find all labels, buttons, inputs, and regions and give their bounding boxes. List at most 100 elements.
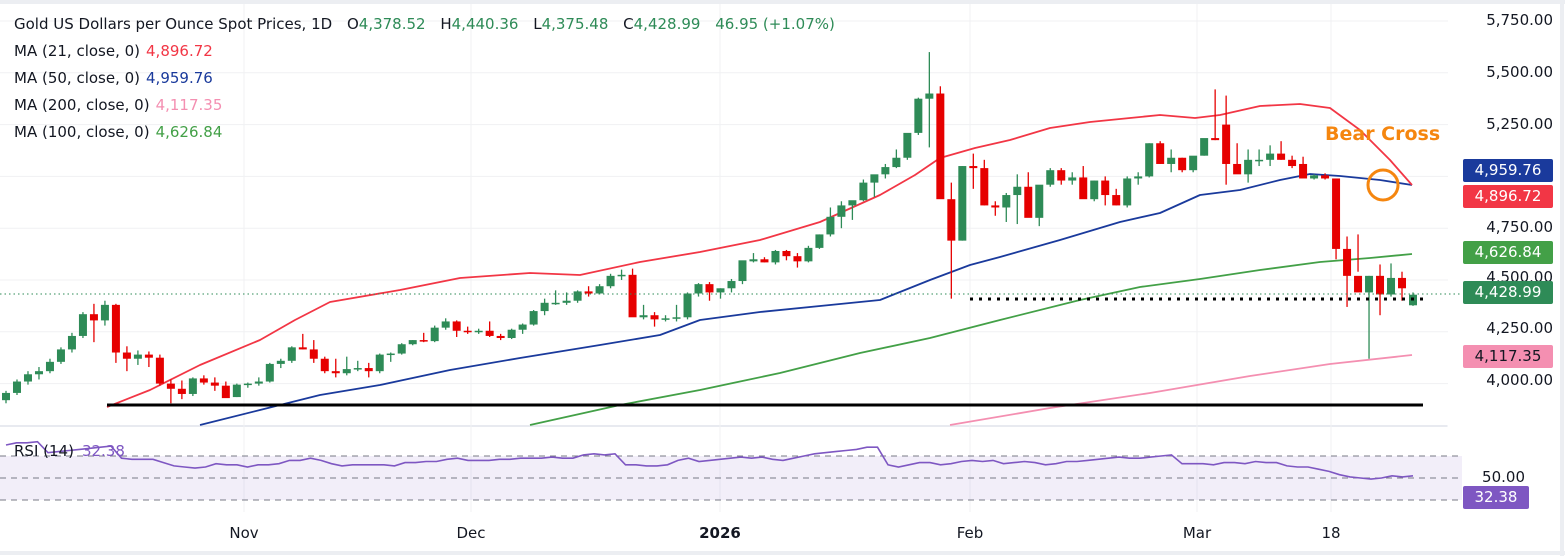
candle-down	[991, 205, 1000, 208]
candle-up	[507, 329, 516, 339]
candle-down	[1222, 124, 1231, 164]
candle-up	[562, 300, 571, 303]
candle-down	[320, 358, 329, 372]
candle-up	[397, 344, 406, 354]
legend-ma50[interactable]: MA (50, close, 0) 4,959.76	[14, 68, 213, 88]
price-tick-4000: 4,000.00	[1486, 371, 1553, 389]
candle-up	[870, 174, 879, 183]
last-price-tag: 4,428.99	[1463, 281, 1553, 304]
legend-ma21[interactable]: MA (21, close, 0) 4,896.72	[14, 41, 213, 61]
candle-up	[903, 132, 912, 158]
candle-down	[210, 382, 219, 386]
candle-up	[342, 369, 351, 374]
candle-down	[221, 385, 230, 399]
price-tick-5500: 5,500.00	[1486, 63, 1553, 81]
rsi-legend[interactable]: RSI (14) 32.38	[14, 442, 125, 460]
candle-up	[265, 363, 274, 382]
time-label-nov: Nov	[229, 524, 259, 542]
candle-down	[705, 284, 714, 293]
candle-up	[837, 205, 846, 217]
candle-down	[1057, 170, 1066, 181]
candle-up	[1123, 178, 1132, 206]
candle-up	[287, 347, 296, 361]
ma200-value: 4,117.35	[155, 96, 223, 114]
candle-down	[969, 166, 978, 169]
candle-up	[1002, 195, 1011, 208]
ma100-line	[529, 253, 1413, 426]
candle-up	[540, 302, 549, 312]
legend-ma100[interactable]: MA (100, close, 0) 4,626.84	[14, 122, 222, 142]
candle-up	[100, 304, 109, 321]
candle-down	[1343, 248, 1352, 276]
candle-down	[584, 291, 593, 294]
time-label-2026: 2026	[699, 524, 741, 542]
candle-up	[23, 374, 32, 382]
ma100-value: 4,626.84	[155, 123, 223, 141]
candle-up	[551, 302, 560, 305]
candle-down	[1024, 186, 1033, 218]
ma50-label: MA (50, close, 0)	[14, 69, 141, 87]
candle-up	[78, 314, 87, 336]
time-label-feb: Feb	[956, 524, 984, 542]
candle-down	[463, 330, 472, 333]
candle-up	[441, 321, 450, 328]
moving-average-lines	[106, 103, 1413, 426]
ma50-price-tag: 4,959.76	[1463, 159, 1553, 182]
rsi-band	[0, 440, 1462, 501]
candle-up	[529, 311, 538, 325]
candle-down	[1288, 159, 1297, 167]
candle-down	[419, 340, 428, 342]
chart-title-row: Gold US Dollars per Ounce Spot Prices, 1…	[14, 14, 835, 34]
candle-up	[859, 182, 868, 201]
candle-up	[738, 260, 747, 282]
bear-cross-annotation: Bear Cross	[1325, 123, 1441, 145]
candle-down	[782, 250, 791, 257]
legend-ma200[interactable]: MA (200, close, 0) 4,117.35	[14, 95, 222, 115]
candle-down	[89, 314, 98, 321]
time-label-18: 18	[1321, 524, 1341, 542]
candle-down	[1112, 195, 1121, 206]
candle-down	[298, 347, 307, 350]
ma21-value: 4,896.72	[146, 42, 213, 60]
candle-up	[1200, 138, 1209, 156]
candle-up	[716, 288, 725, 293]
open-label: O	[346, 15, 359, 33]
candle-up	[1310, 175, 1319, 179]
candle-up	[353, 368, 362, 370]
high-label: H	[440, 15, 452, 33]
candle-down	[144, 354, 153, 358]
ma21-price-tag: 4,896.72	[1463, 185, 1553, 208]
low-label: L	[533, 15, 542, 33]
time-label-dec: Dec	[456, 524, 486, 542]
candle-up	[386, 353, 395, 356]
price-tick-5250: 5,250.00	[1486, 115, 1553, 133]
candle-up	[881, 167, 890, 175]
candle-down	[650, 315, 659, 320]
candle-up	[661, 318, 670, 320]
candle-up	[914, 98, 923, 133]
time-axis-bg	[0, 512, 1565, 556]
candle-up	[1145, 143, 1154, 177]
candle-down	[936, 93, 945, 200]
candle-down	[1233, 163, 1242, 175]
rsi-tick-50: 50.00	[1482, 468, 1525, 486]
candle-up	[430, 327, 439, 342]
candle-up	[672, 317, 681, 319]
candle-down	[947, 199, 956, 241]
candle-up	[771, 250, 780, 263]
candle-down	[309, 349, 318, 359]
rsi-value-tag: 32.38	[1463, 486, 1529, 509]
candle-down	[1354, 275, 1363, 293]
candle-down	[452, 321, 461, 331]
candle-up	[892, 157, 901, 168]
candle-up	[1387, 277, 1396, 295]
ma200-line	[949, 354, 1413, 426]
candle-down	[1178, 157, 1187, 171]
candle-up	[408, 340, 417, 345]
candle-down	[1156, 143, 1165, 164]
price-axis-bg	[1448, 4, 1565, 556]
price-tick-4750: 4,750.00	[1486, 218, 1553, 236]
